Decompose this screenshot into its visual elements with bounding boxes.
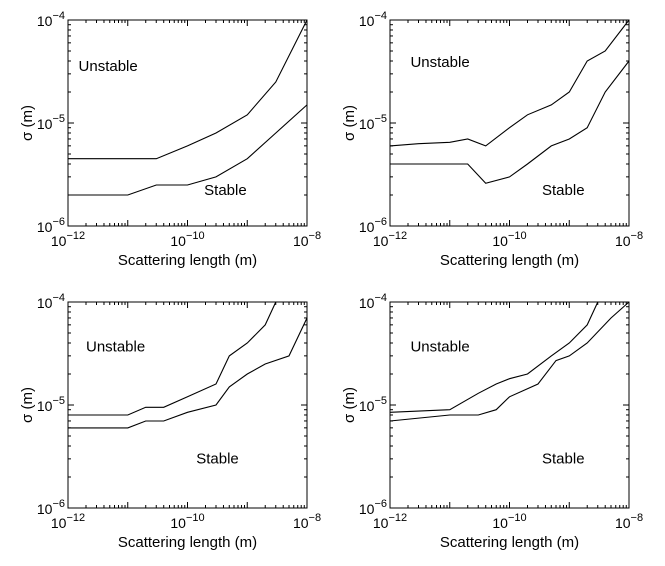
chart-panel-3: 10−12 10−10 10−8 10−6 10−5 10−4 Scattering len…	[19, 292, 321, 551]
y-tick-label: 10−5	[37, 395, 65, 414]
y-axis-label: σ (m)	[19, 387, 36, 423]
x-tick-label: 10−12	[373, 230, 407, 249]
x-tick-label: 10−12	[51, 230, 85, 249]
region-annotation: Stable	[542, 451, 585, 468]
region-annotation: Stable	[196, 451, 239, 468]
y-tick-label: 10−6	[37, 216, 65, 235]
x-tick-label: 10−8	[615, 512, 643, 531]
y-tick-label: 10−6	[37, 498, 65, 517]
y-axis-label: σ (m)	[341, 105, 358, 141]
plot-frame	[389, 19, 630, 227]
region-annotation: Unstable	[86, 339, 145, 356]
chart-panel-1: 10−12 10−10 10−8 10−6 10−5 10−4 Scattering len…	[19, 10, 321, 269]
x-axis-label: Scattering length (m)	[118, 252, 257, 269]
region-annotation: Stable	[204, 182, 247, 199]
y-tick-label: 10−5	[359, 113, 387, 132]
y-tick-label: 10−6	[359, 498, 387, 517]
series-line-1	[68, 301, 277, 416]
y-tick-label: 10−6	[359, 216, 387, 235]
y-tick-label: 10−4	[359, 10, 387, 29]
x-tick-label: 10−10	[170, 512, 204, 531]
y-tick-label: 10−4	[37, 292, 65, 311]
x-tick-label: 10−8	[293, 512, 321, 531]
y-tick-label: 10−5	[359, 395, 387, 414]
region-annotation: Unstable	[79, 58, 138, 75]
series-line-1	[68, 19, 308, 160]
region-annotation: Stable	[542, 182, 585, 199]
x-tick-label: 10−10	[492, 512, 526, 531]
region-annotation: Unstable	[410, 339, 469, 356]
series-line-1	[389, 301, 599, 413]
y-axis-label: σ (m)	[341, 387, 358, 423]
x-tick-label: 10−10	[492, 230, 526, 249]
y-tick-label: 10−5	[37, 113, 65, 132]
y-tick-label: 10−4	[359, 292, 387, 311]
series-line-2	[389, 301, 630, 422]
series-line-1	[389, 19, 630, 147]
y-tick-label: 10−4	[37, 10, 65, 29]
x-tick-label: 10−10	[170, 230, 204, 249]
region-annotation: Unstable	[410, 54, 469, 71]
plot-frame	[389, 301, 630, 509]
x-axis-label: Scattering length (m)	[440, 252, 579, 269]
y-axis-label: σ (m)	[19, 105, 36, 141]
x-axis-label: Scattering length (m)	[440, 534, 579, 551]
series-line-2	[68, 317, 308, 429]
chart-panel-2: 10−12 10−10 10−8 10−6 10−5 10−4 Scattering len…	[341, 10, 643, 269]
x-axis-label: Scattering length (m)	[118, 534, 257, 551]
series-line-2	[390, 60, 630, 184]
series-line-2	[68, 104, 308, 196]
chart-panel-4: 10−12 10−10 10−8 10−6 10−5 10−4 Scattering len…	[341, 292, 643, 551]
plot-frame	[67, 301, 308, 509]
x-tick-label: 10−8	[293, 230, 321, 249]
x-tick-label: 10−12	[51, 512, 85, 531]
x-tick-label: 10−12	[373, 512, 407, 531]
x-tick-label: 10−8	[615, 230, 643, 249]
